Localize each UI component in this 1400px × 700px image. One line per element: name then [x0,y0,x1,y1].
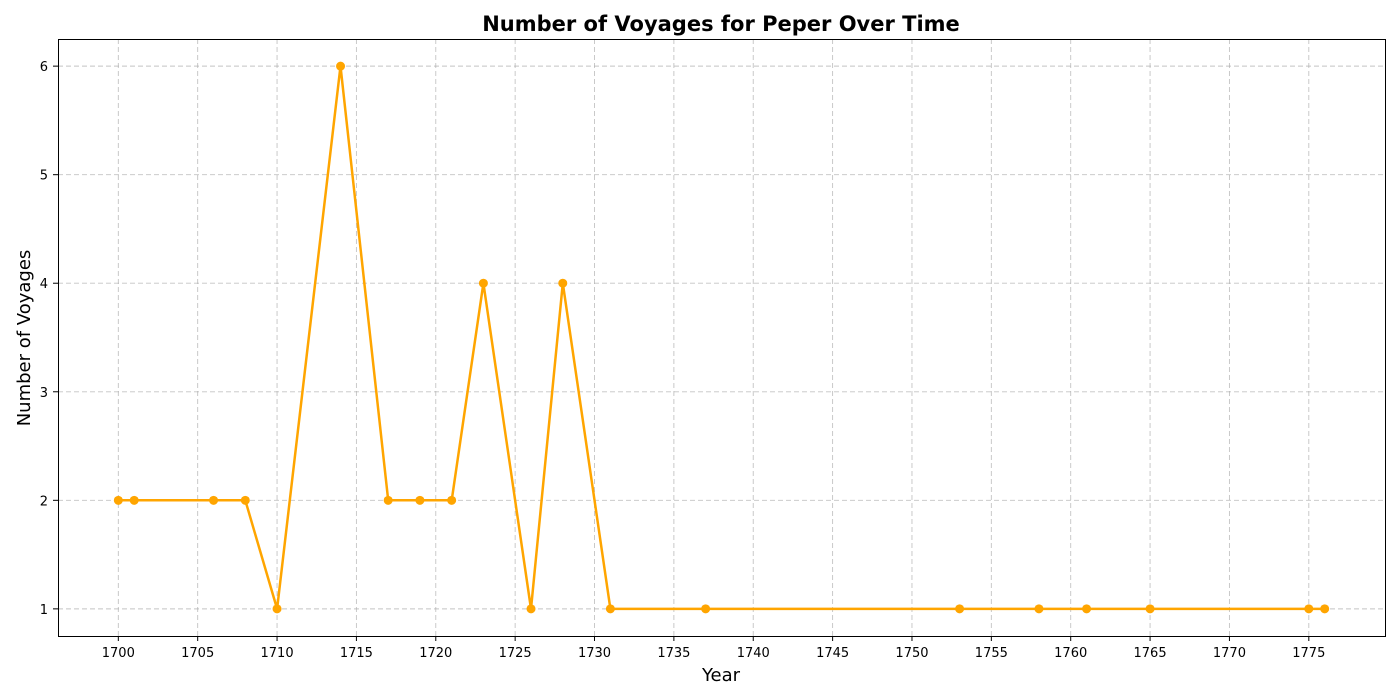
x-tick-label: 1745 [816,646,849,661]
data-point [1320,604,1330,614]
y-tick-label: 6 [40,60,48,75]
data-point [1304,604,1314,614]
x-tick-label: 1775 [1292,646,1325,661]
x-tick-label: 1700 [102,646,135,661]
data-point [113,495,123,505]
x-tick-label: 1755 [975,646,1008,661]
plot-frame [58,39,1386,637]
data-point [1145,604,1155,614]
x-tick-label: 1765 [1134,646,1167,661]
data-point [955,604,965,614]
y-tick-label: 3 [40,386,48,401]
x-tick-label: 1710 [261,646,294,661]
data-point [129,495,139,505]
data-point [1034,604,1044,614]
data-point [336,61,346,71]
x-tick-label: 1725 [499,646,532,661]
data-point [558,278,568,288]
data-point [240,495,250,505]
data-point [701,604,711,614]
x-tick-label: 1760 [1054,646,1087,661]
x-tick-label: 1720 [419,646,452,661]
axis-ticks: 1700 1705 1710 1715 1720 1725 1730 1735 1740 1745… [40,60,1326,661]
data-point [447,495,457,505]
data-point [1082,604,1092,614]
x-tick-label: 1715 [340,646,373,661]
data-point [272,604,282,614]
x-tick-label: 1740 [737,646,770,661]
y-tick-label: 2 [40,494,48,509]
x-tick-label: 1750 [895,646,928,661]
data-point [478,278,488,288]
chart-title: Number of Voyages for Peper Over Time [482,12,960,36]
x-tick-label: 1770 [1213,646,1246,661]
data-point [526,604,536,614]
y-tick-label: 1 [40,603,48,618]
x-tick-label: 1735 [657,646,690,661]
y-tick-label: 4 [40,277,48,292]
data-point [605,604,615,614]
data-point [383,495,393,505]
grid [58,39,1385,636]
data-point [209,495,219,505]
x-tick-label: 1730 [578,646,611,661]
series-layer [113,61,1330,614]
data-point [415,495,425,505]
series-line [118,64,1325,611]
y-axis-label: Number of Voyages [14,250,35,427]
y-tick-label: 5 [40,169,48,184]
x-tick-label: 1705 [181,646,214,661]
x-axis-label: Year [701,665,741,686]
